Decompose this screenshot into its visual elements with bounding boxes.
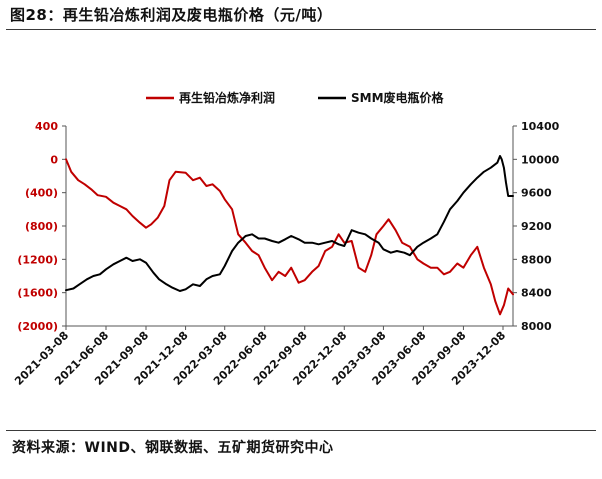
series-line-price xyxy=(65,155,514,292)
source-rule xyxy=(6,430,596,431)
left-tick-label: (1600) xyxy=(17,287,58,300)
dual-axis-line-chart: 再生铅冶炼净利润 SMM废电瓶价格 400 0 (400) (800) (1200) (1… xyxy=(12,90,560,388)
left-tick-label: (400) xyxy=(25,187,58,200)
left-tick-label: 400 xyxy=(35,120,58,133)
legend: 再生铅冶炼净利润 SMM废电瓶价格 xyxy=(146,90,445,105)
right-axis-ticks: 10400 10000 9600 9200 8800 8400 8000 xyxy=(513,120,560,333)
title-rule xyxy=(6,29,596,30)
left-tick-label: 0 xyxy=(50,153,58,166)
right-tick-label: 10400 xyxy=(521,120,560,133)
right-tick-label: 8400 xyxy=(521,287,552,300)
right-tick-label: 9600 xyxy=(521,187,552,200)
series-layer xyxy=(65,155,514,316)
left-axis-ticks: 400 0 (400) (800) (1200) (1600) (2000) xyxy=(17,120,66,333)
figure-title: 图28：再生铅冶炼利润及废电瓶价格（元/吨） xyxy=(10,6,333,24)
left-tick-label: (800) xyxy=(25,220,58,233)
right-tick-label: 9200 xyxy=(521,220,552,233)
x-axis-ticks: 2021-03-082021-06-082021-09-082021-12-08… xyxy=(12,326,508,388)
legend-label-price: SMM废电瓶价格 xyxy=(351,90,445,105)
right-tick-label: 10000 xyxy=(521,153,560,166)
right-tick-label: 8800 xyxy=(521,253,552,266)
left-tick-label: (1200) xyxy=(17,253,58,266)
source-note: 资料来源：WIND、钢联数据、五矿期货研究中心 xyxy=(12,440,334,456)
series-line-profit xyxy=(65,158,514,316)
left-tick-label: (2000) xyxy=(17,320,58,333)
right-tick-label: 8000 xyxy=(521,320,552,333)
legend-label-profit: 再生铅冶炼净利润 xyxy=(179,90,275,105)
